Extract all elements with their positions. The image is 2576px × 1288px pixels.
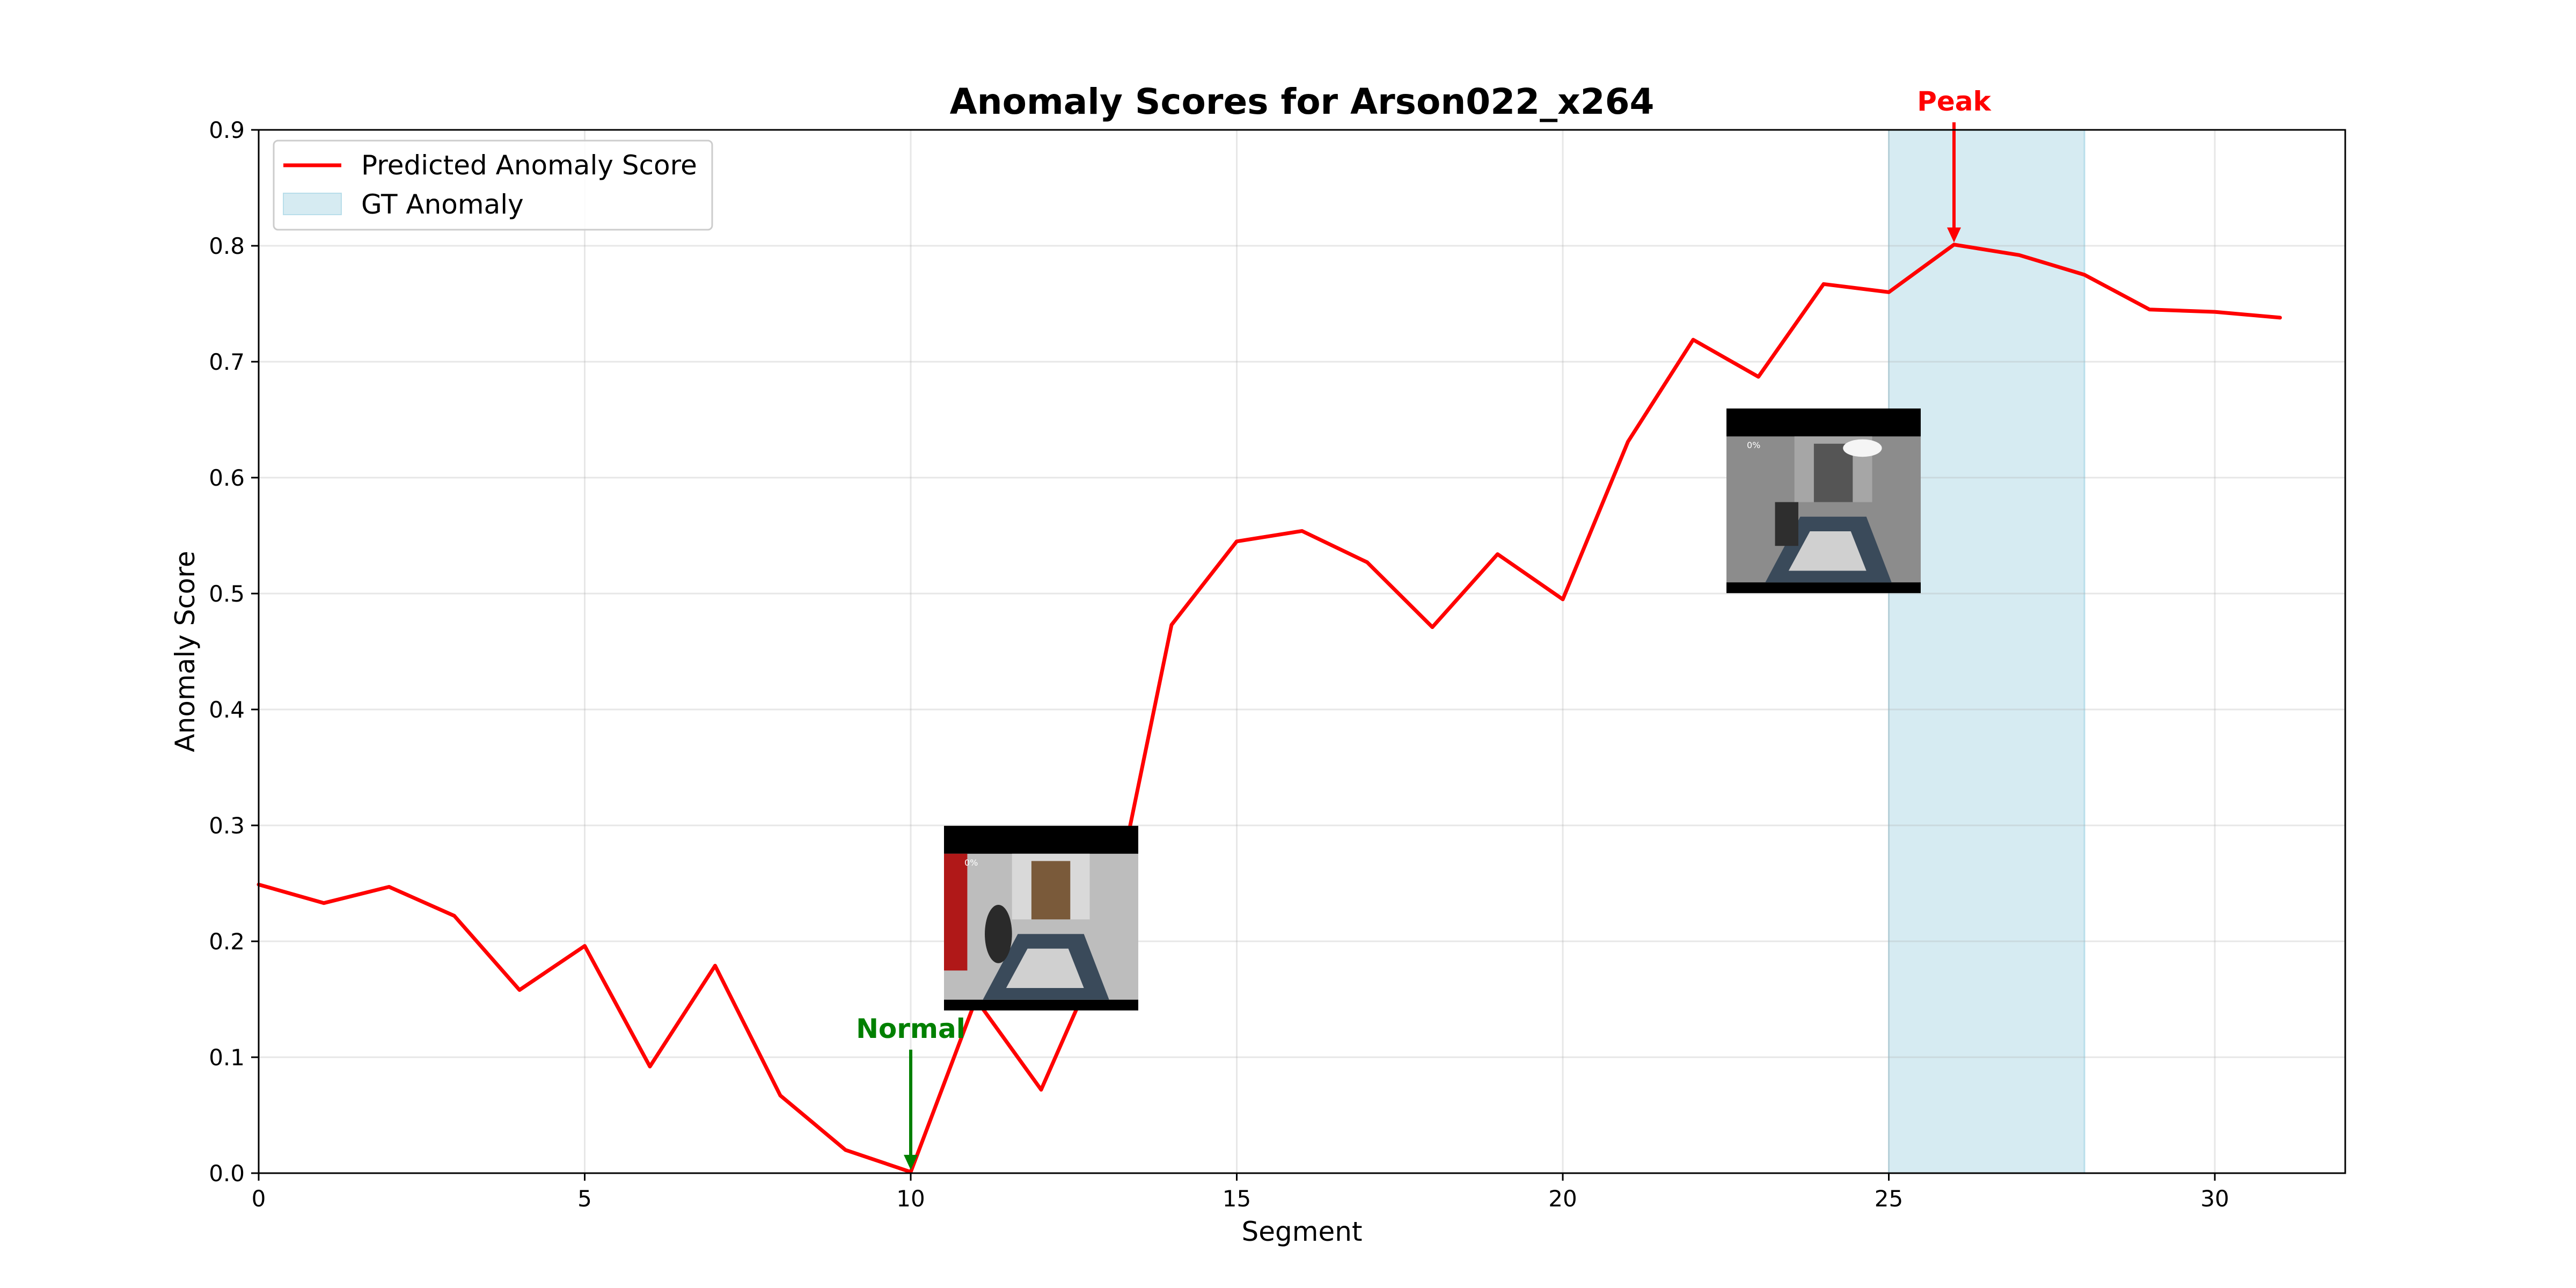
- annotation-label: Peak: [1917, 86, 1992, 117]
- thumbnail-overlay-text: 0%: [964, 858, 978, 868]
- axis-ticks: 0 5 10 15 20 25 30 0.0 0.1 0.2 0.3 0.4 0.5 0.6 0.7 0.8 0…: [209, 117, 2229, 1212]
- y-tick-label: 0.8: [209, 233, 245, 259]
- legend-box: [273, 140, 713, 231]
- frame-thumbnail-peak: 0%: [1726, 408, 1921, 594]
- annotation-peak: Peak: [1917, 86, 1992, 243]
- y-tick-label: 0.5: [209, 581, 245, 607]
- annotation-arrow-head: [1947, 227, 1961, 243]
- annotation-label: Normal: [856, 1013, 965, 1044]
- thumbnail-door: [1813, 443, 1853, 502]
- thumbnail-red-object: [944, 853, 968, 971]
- annotation-normal: Normal: [856, 1013, 965, 1170]
- thumbnail-light: [1843, 439, 1882, 457]
- y-tick-label: 0.7: [209, 349, 245, 375]
- thumbnail-door: [1031, 861, 1071, 920]
- y-axis-label: Anomaly Score: [170, 551, 201, 752]
- x-tick-label: 10: [896, 1185, 925, 1212]
- y-tick-label: 0.6: [209, 465, 245, 491]
- y-tick-label: 0.0: [209, 1160, 245, 1187]
- thumbnail-floor-tile: [1006, 948, 1084, 989]
- x-tick-label: 5: [577, 1185, 592, 1212]
- x-tick-label: 25: [1875, 1185, 1903, 1212]
- annotation-arrow-head: [904, 1154, 918, 1170]
- gt-anomaly-region: [1888, 129, 2085, 1174]
- predicted-score-line: [257, 243, 2282, 1174]
- plot-frame: [258, 129, 2346, 1174]
- frame-thumbnail-normal: 0%: [944, 825, 1138, 1011]
- y-tick-label: 0.3: [209, 813, 245, 839]
- y-tick-label: 0.4: [209, 697, 245, 723]
- series-layer: [257, 243, 2282, 1174]
- x-axis-label: Segment: [1242, 1216, 1363, 1247]
- chart-title: Anomaly Scores for Arson022_x264: [950, 81, 1655, 122]
- x-tick-label: 0: [252, 1185, 266, 1212]
- y-tick-label: 0.2: [209, 928, 245, 955]
- thumbnail-floor-tile: [1788, 531, 1867, 571]
- x-tick-label: 20: [1548, 1185, 1577, 1212]
- thumbnail-person: [985, 905, 1012, 963]
- y-tick-label: 0.1: [209, 1044, 245, 1071]
- thumbnail-overlay-text: 0%: [1747, 440, 1760, 450]
- annotations: Peak Normal: [856, 86, 1992, 1170]
- frame-thumbnails: 0% 0%: [944, 408, 1921, 1011]
- y-tick-label: 0.9: [209, 117, 245, 143]
- thumbnail-chair: [1775, 502, 1798, 546]
- legend: Predicted Anomaly Score GT Anomaly: [273, 140, 713, 231]
- legend-swatch-gt-anomaly: [283, 193, 342, 215]
- x-tick-label: 15: [1223, 1185, 1251, 1212]
- gt-anomaly-region-layer: [1888, 129, 2085, 1174]
- x-tick-label: 30: [2200, 1185, 2229, 1212]
- legend-label-predicted-score: Predicted Anomaly Score: [361, 150, 697, 181]
- legend-label-gt-anomaly: GT Anomaly: [361, 189, 524, 220]
